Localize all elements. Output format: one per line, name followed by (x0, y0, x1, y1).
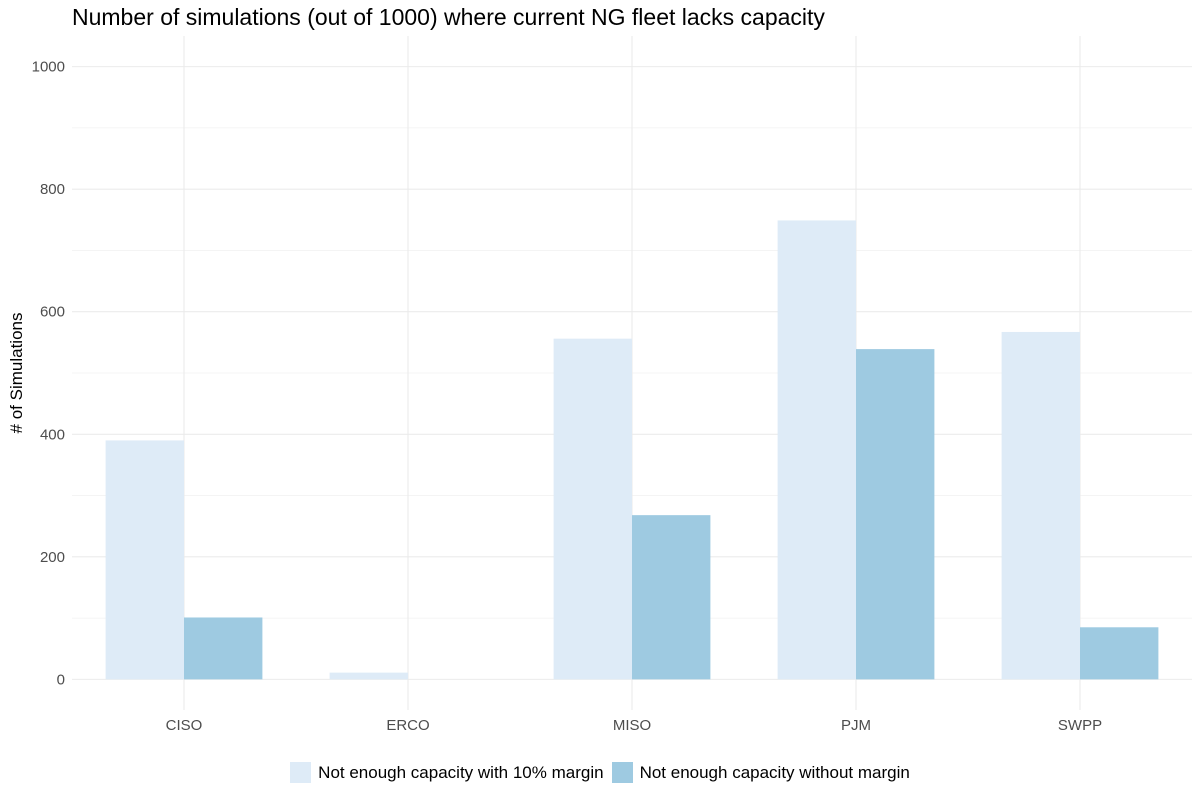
ticks-layer: 0 200 400 600 800 1000 CISO ERCO MISO PJM SWPP (32, 59, 1102, 734)
chart-title: Number of simulations (out of 1000) wher… (72, 4, 825, 30)
bars-layer (105, 220, 1159, 680)
y-axis-title: # of Simulations (7, 313, 26, 434)
legend-item: Not enough capacity with 10% margin (290, 762, 604, 783)
x-tick-label: SWPP (1058, 717, 1102, 734)
y-tick-label: 800 (40, 181, 65, 198)
y-tick-label: 200 (40, 549, 65, 566)
x-tick-label: MISO (613, 717, 651, 734)
bar (856, 349, 935, 680)
bar (553, 338, 632, 680)
y-tick-label: 400 (40, 426, 65, 443)
y-tick-label: 1000 (32, 59, 65, 76)
bar (329, 672, 408, 680)
bar (777, 220, 856, 680)
legend-item: Not enough capacity without margin (611, 762, 910, 783)
legend: Not enough capacity with 10% margin Not e… (0, 762, 1200, 783)
bar (1001, 331, 1080, 680)
x-tick-label: PJM (841, 717, 871, 734)
y-tick-label: 0 (57, 671, 65, 688)
legend-label: Not enough capacity with 10% margin (318, 762, 604, 782)
x-tick-label: CISO (166, 717, 203, 734)
legend-label: Not enough capacity without margin (639, 762, 910, 782)
bar (105, 440, 184, 680)
legend-swatch (611, 762, 633, 783)
bar (632, 515, 711, 680)
y-tick-label: 600 (40, 304, 65, 321)
x-tick-label: ERCO (386, 717, 429, 734)
bar (184, 617, 263, 680)
legend-swatch (290, 762, 312, 783)
bar (1080, 627, 1159, 680)
